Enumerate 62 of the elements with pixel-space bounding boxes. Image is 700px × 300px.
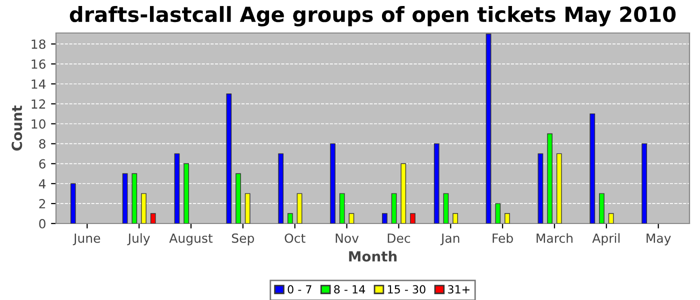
bar (443, 193, 449, 224)
bar (141, 193, 146, 224)
bar (278, 153, 284, 224)
x-tick-label: Jan (440, 234, 460, 246)
bar (590, 113, 596, 224)
x-tick-label: Feb (492, 233, 513, 243)
x-tick-label: May (646, 234, 671, 246)
bar (174, 153, 180, 224)
x-tick-label: Oct (284, 233, 306, 243)
x-tick-label: Sep (232, 233, 254, 246)
x-tick-label: Nov (336, 234, 359, 243)
bar (70, 183, 76, 224)
y-axis-title: Count (12, 105, 22, 151)
bar (504, 213, 510, 224)
bar (495, 203, 501, 224)
legend-label: 0 - 7 (288, 285, 312, 294)
bar (244, 193, 250, 224)
y-tick-label: 12 (32, 99, 46, 109)
bar (184, 163, 190, 224)
legend-label: 15 - 30 (388, 285, 426, 294)
bar (556, 153, 562, 224)
x-tick-label: Dec (388, 234, 410, 243)
y-tick-label: 0 (39, 218, 46, 228)
y-tick-label: 14 (32, 80, 46, 89)
x-axis-title: Month (349, 250, 397, 262)
bar (642, 143, 648, 224)
y-tick-label: 18 (32, 39, 46, 49)
bar (452, 213, 458, 224)
bar (122, 173, 128, 224)
bar (296, 193, 302, 224)
y-tick-label: 8 (39, 139, 46, 149)
x-tick-label: July (127, 233, 150, 246)
bar (226, 93, 232, 224)
bar (391, 193, 397, 224)
x-tick-label: June (72, 234, 100, 246)
bar (339, 193, 345, 224)
bar (400, 163, 406, 224)
bar (382, 213, 388, 224)
y-tick-label: 6 (39, 159, 46, 169)
bar (288, 213, 293, 224)
chart-title: drafts-lastcall Age groups of open tickets May 2010 (70, 6, 676, 26)
bar (608, 213, 614, 224)
bar (486, 34, 492, 224)
bar (348, 213, 354, 224)
y-tick-label: 16 (32, 59, 46, 69)
bar (410, 213, 416, 224)
bar (599, 193, 604, 224)
x-tick-label: April (592, 233, 620, 246)
bar (330, 143, 336, 224)
legend-label: 8 - 14 (334, 285, 366, 294)
bar (150, 213, 156, 224)
y-tick-label: 2 (39, 199, 46, 208)
x-tick-label: August (169, 234, 213, 246)
x-tick-label: March (536, 233, 572, 243)
bar (132, 173, 138, 224)
legend-label: 31+ (448, 285, 470, 294)
bar (434, 143, 440, 224)
bar (236, 173, 241, 224)
y-tick-label: 10 (32, 119, 46, 129)
bar (547, 133, 553, 224)
bar (538, 153, 544, 224)
y-tick-label: 4 (38, 179, 46, 188)
